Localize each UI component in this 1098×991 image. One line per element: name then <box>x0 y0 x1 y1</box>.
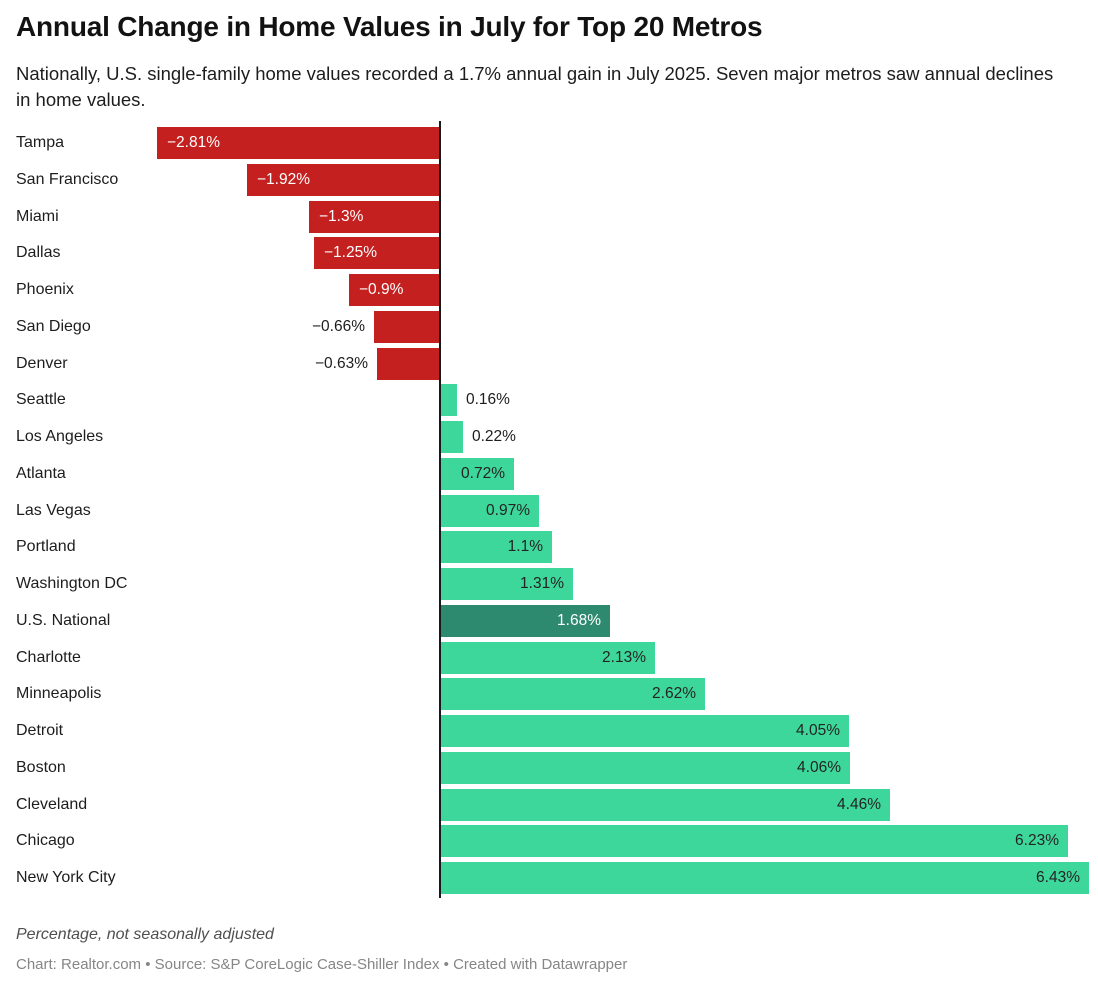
value-label: 2.62% <box>652 685 696 702</box>
metro-label: Denver <box>16 355 68 372</box>
value-label: 4.05% <box>796 722 840 739</box>
value-bar <box>309 201 440 233</box>
metro-label: Los Angeles <box>16 428 104 445</box>
value-label: 0.72% <box>461 465 505 482</box>
value-label: 1.31% <box>520 575 564 592</box>
zero-axis-line <box>439 121 441 898</box>
metro-label: Portland <box>16 538 76 555</box>
value-bar <box>441 642 655 674</box>
value-label: 4.46% <box>837 796 881 813</box>
value-label: 4.06% <box>797 759 841 776</box>
value-bar <box>441 531 552 563</box>
metro-label: Chicago <box>16 832 75 849</box>
chart-subtitle: Nationally, U.S. single-family home valu… <box>16 63 1054 111</box>
metro-label: Dallas <box>16 244 61 261</box>
value-label: −1.25% <box>324 244 378 261</box>
value-label: −1.92% <box>257 171 311 188</box>
metro-label: U.S. National <box>16 612 111 629</box>
value-bar <box>441 458 514 490</box>
value-label: −0.63% <box>314 355 368 372</box>
metro-label: Washington DC <box>16 575 128 592</box>
value-label: 2.13% <box>602 649 646 666</box>
chart-footnote: Percentage, not seasonally adjusted <box>16 926 274 943</box>
metro-label: San Diego <box>16 318 91 335</box>
value-bar <box>441 752 850 784</box>
metro-label: Tampa <box>16 134 65 151</box>
value-label: 0.22% <box>472 428 516 445</box>
value-label: 6.43% <box>1036 869 1080 886</box>
value-bar <box>349 274 440 306</box>
value-bar <box>441 605 610 637</box>
chart-title: Annual Change in Home Values in July for… <box>16 11 763 42</box>
value-bar <box>441 421 463 453</box>
value-label: 1.1% <box>507 538 543 555</box>
value-bar <box>247 164 440 196</box>
value-label: −2.81% <box>167 134 221 151</box>
value-bar <box>441 715 849 747</box>
value-label: 1.68% <box>557 612 601 629</box>
value-label: −0.9% <box>359 281 404 298</box>
value-bar <box>157 127 440 159</box>
metro-label: Seattle <box>16 391 66 408</box>
value-label: −1.3% <box>319 208 364 225</box>
value-bar <box>441 495 539 527</box>
value-label: −0.66% <box>311 318 365 335</box>
metro-label: Minneapolis <box>16 685 102 702</box>
value-bar <box>441 568 573 600</box>
metro-label: Phoenix <box>16 281 74 298</box>
metro-label: Cleveland <box>16 796 88 813</box>
value-label: 6.23% <box>1015 832 1059 849</box>
value-bar <box>441 825 1068 857</box>
value-bar <box>441 678 705 710</box>
metro-label: San Francisco <box>16 171 119 188</box>
value-label: 0.16% <box>466 391 510 408</box>
metro-label: New York City <box>16 869 116 886</box>
metro-label: Boston <box>16 759 66 776</box>
metro-label: Miami <box>16 208 59 225</box>
value-bar <box>441 862 1089 894</box>
metro-label: Charlotte <box>16 649 81 666</box>
value-bar <box>441 789 890 821</box>
metro-label: Detroit <box>16 722 64 739</box>
metro-label: Las Vegas <box>16 502 91 519</box>
metro-label: Atlanta <box>16 465 66 482</box>
chart-byline: Chart: Realtor.com • Source: S&P CoreLog… <box>16 956 628 973</box>
value-bar <box>377 348 440 380</box>
value-bar <box>374 311 440 343</box>
value-bar <box>314 237 440 269</box>
value-bar <box>441 384 457 416</box>
value-label: 0.97% <box>486 502 530 519</box>
